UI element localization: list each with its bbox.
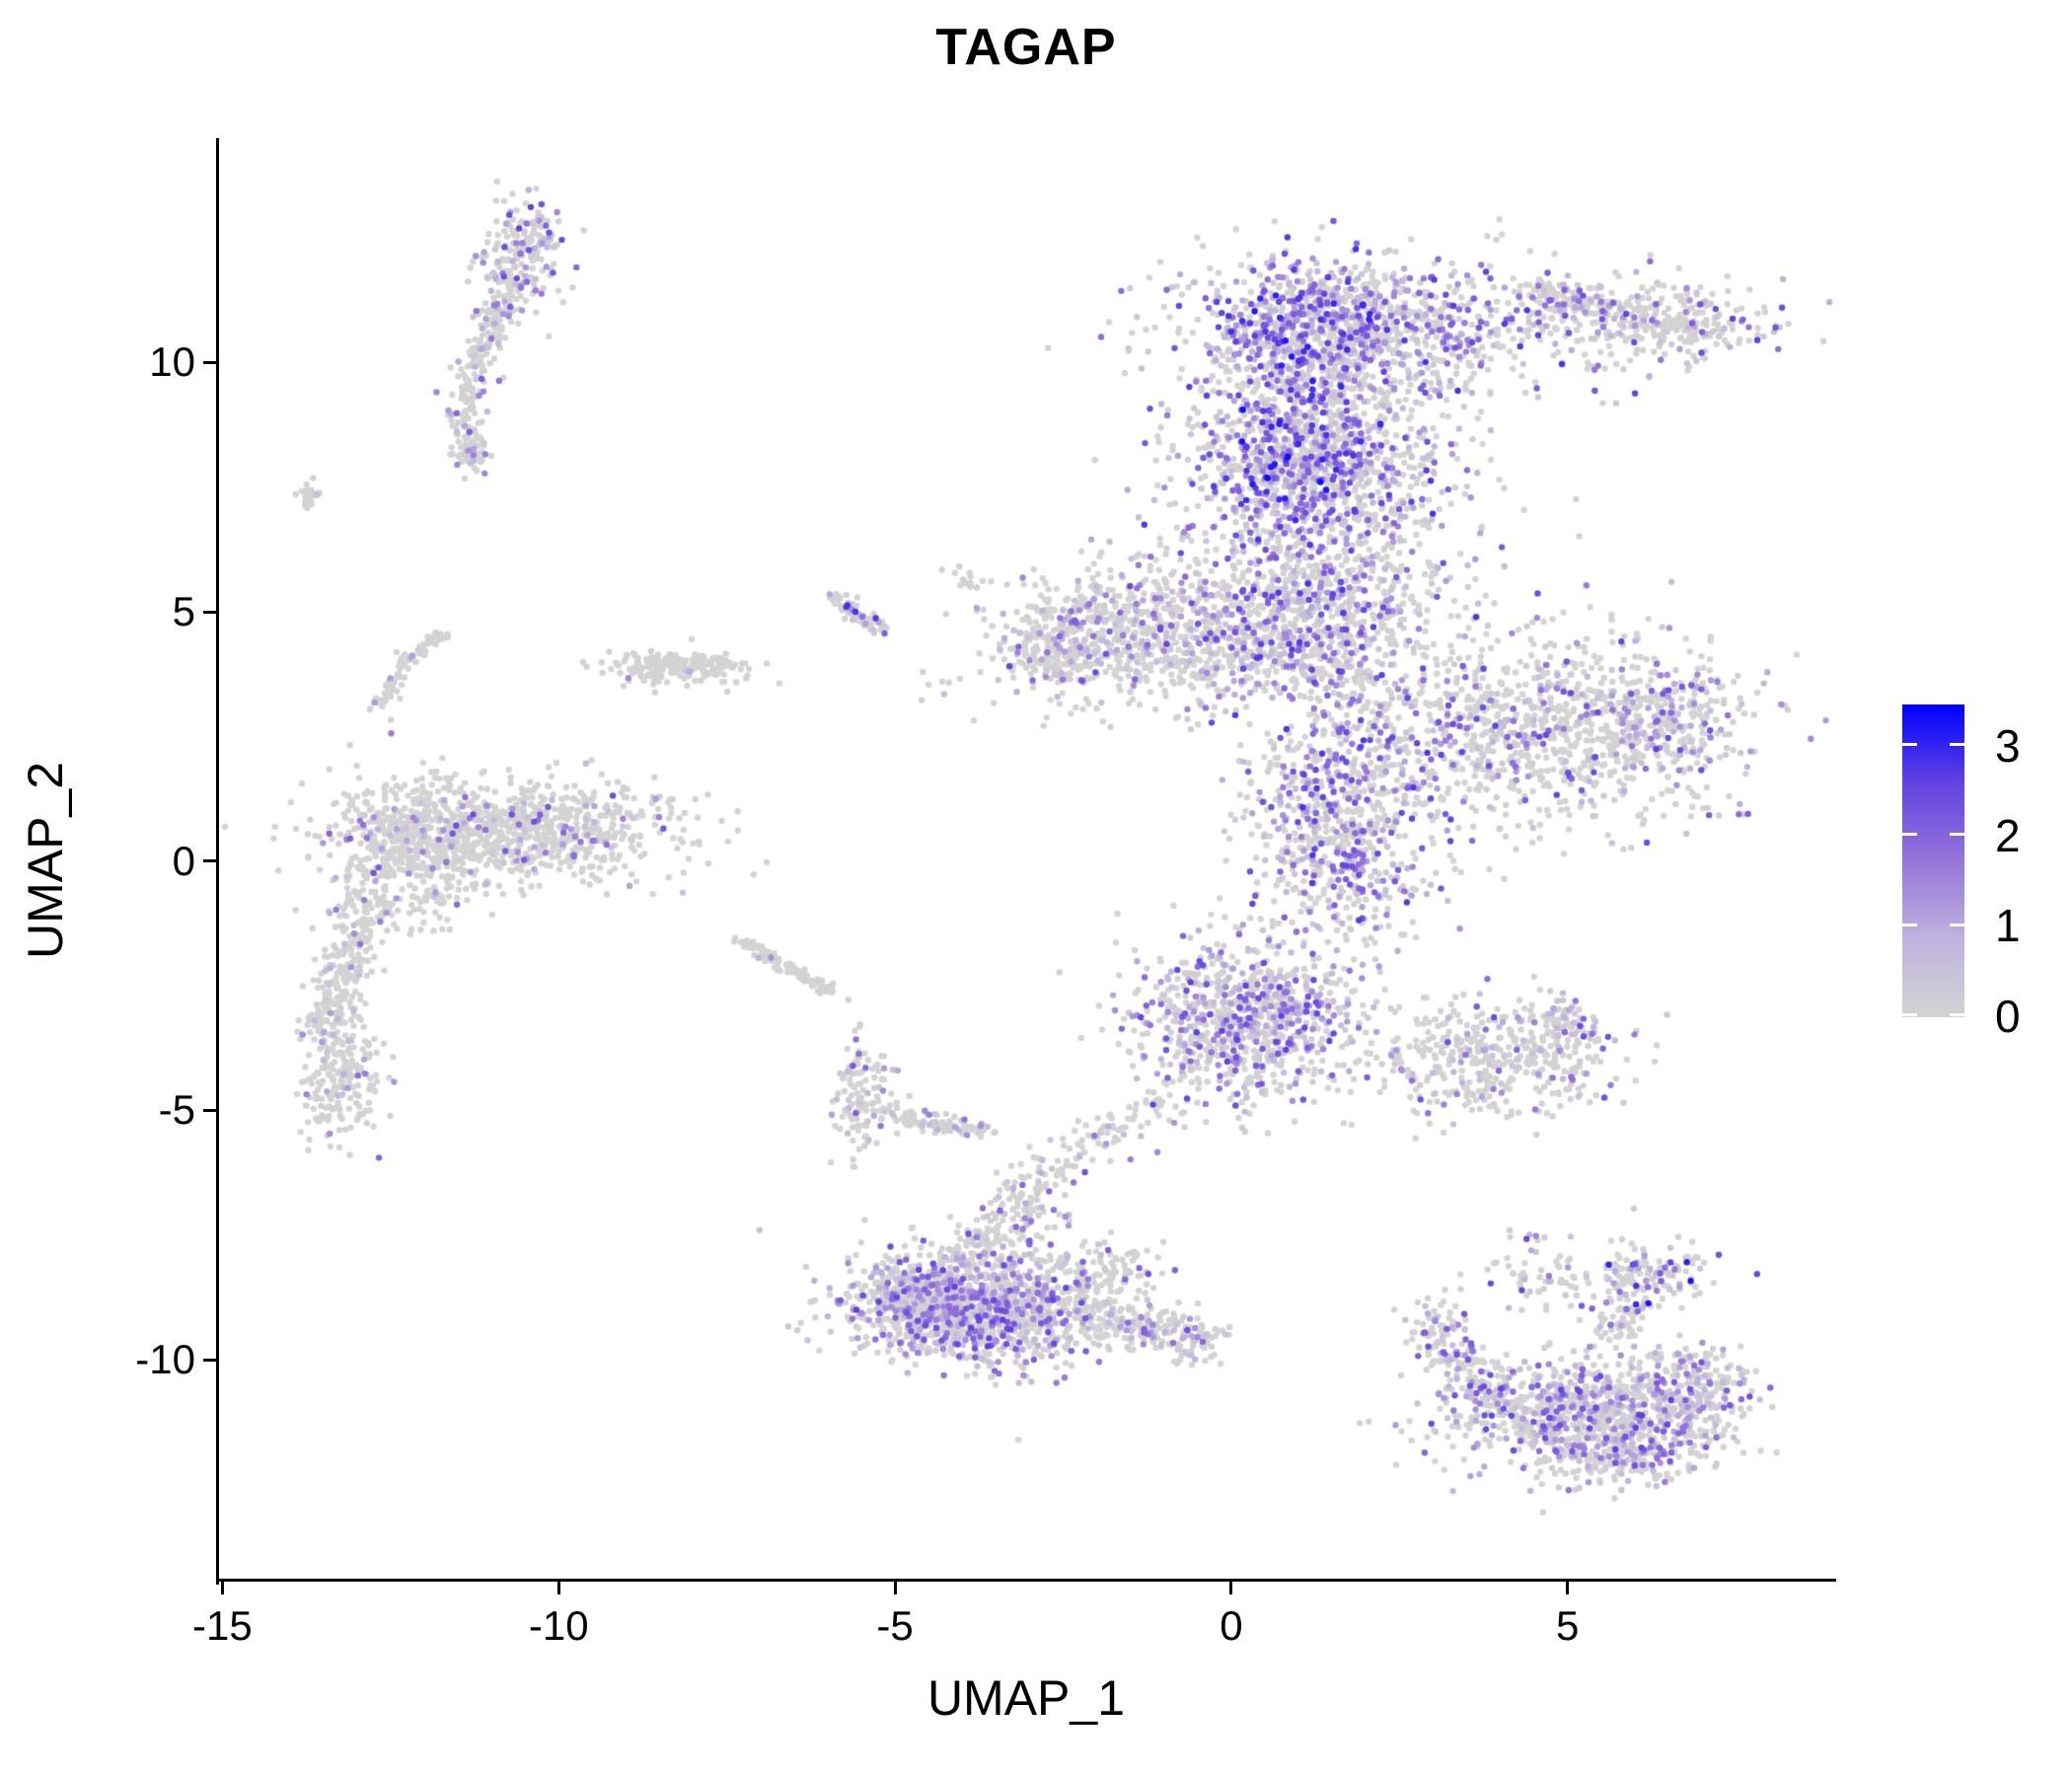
x-tick-label: -5 xyxy=(876,1602,914,1649)
colorbar-tick-dash xyxy=(1950,743,1964,747)
y-tick-mark xyxy=(203,1108,216,1112)
y-tick-label: 0 xyxy=(172,837,195,884)
x-axis-title: UMAP_1 xyxy=(926,1670,1126,1726)
x-tick-mark xyxy=(1566,1582,1570,1594)
x-tick-mark xyxy=(893,1582,897,1594)
y-tick-mark xyxy=(203,859,216,863)
x-tick-label: -15 xyxy=(192,1602,253,1649)
colorbar-tick-label: 1 xyxy=(1995,900,2021,952)
colorbar-tick-dash xyxy=(1950,923,1964,926)
x-tick-mark xyxy=(220,1582,224,1594)
colorbar-tick-label: 2 xyxy=(1995,809,2021,861)
x-tick-label: 5 xyxy=(1556,1602,1580,1649)
y-axis-line xyxy=(216,138,219,1585)
umap-scatter-canvas xyxy=(219,138,1833,1582)
colorbar-tick-dash xyxy=(1902,743,1917,747)
x-tick-mark xyxy=(1229,1582,1233,1594)
y-tick-mark xyxy=(203,1358,216,1362)
colorbar-gradient xyxy=(1902,704,1964,1017)
colorbar-tick-dash xyxy=(1902,923,1917,926)
y-tick-label: -10 xyxy=(135,1336,195,1383)
colorbar-tick-dash xyxy=(1902,1013,1917,1016)
x-tick-label: 0 xyxy=(1220,1602,1243,1649)
plot-area xyxy=(219,138,1833,1582)
colorbar-tick-label: 0 xyxy=(1995,990,2021,1042)
y-tick-label: -5 xyxy=(158,1086,195,1134)
x-tick-label: -10 xyxy=(528,1602,589,1649)
y-axis-title-text: UMAP_2 xyxy=(18,761,74,959)
y-tick-label: 10 xyxy=(149,338,195,386)
chart-title: TAGAP xyxy=(935,19,1117,76)
colorbar-tick-dash xyxy=(1902,833,1917,837)
y-tick-mark xyxy=(203,610,216,614)
x-tick-mark xyxy=(556,1582,560,1594)
y-tick-mark xyxy=(203,360,216,364)
x-axis-line xyxy=(216,1579,1836,1582)
colorbar-tick-dash xyxy=(1950,833,1964,837)
colorbar-tick-label: 3 xyxy=(1995,719,2021,772)
y-axis-title: UMAP_2 xyxy=(8,138,83,1582)
y-tick-label: 5 xyxy=(172,588,195,635)
colorbar-tick-dash xyxy=(1950,1013,1964,1016)
